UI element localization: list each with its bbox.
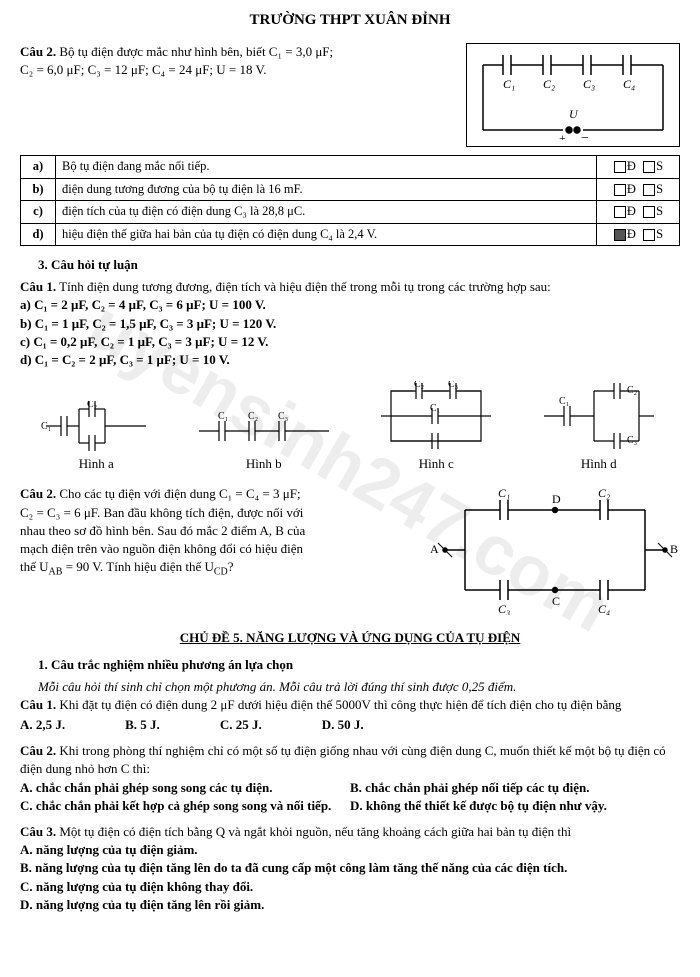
q2-l2: C₂ = 6,0 μF; C₃ = 12 μF; C₄ = 24 μF; U =… — [20, 62, 267, 77]
question-2-top: Câu 2. Bộ tụ điện được mắc như hình bên,… — [20, 43, 680, 147]
svg-text:C₂: C₂ — [248, 411, 258, 422]
series-capacitors-figure: C₁ C₂ C₃ C₄ U + − — [466, 43, 680, 147]
svg-text:C₃: C₃ — [498, 602, 510, 615]
note-text: Mỗi câu hỏi thí sinh chỉ chọn một phương… — [38, 678, 680, 696]
svg-text:−: − — [581, 131, 589, 140]
mc-question-2: Câu 2. Khi trong phòng thí nghiệm chỉ có… — [20, 742, 680, 815]
svg-text:A: A — [430, 542, 439, 556]
svg-text:C₁: C₁ — [41, 421, 51, 432]
fig-d-svg: C₁ C₂ C₃ — [539, 381, 659, 451]
mc-question-1: Câu 1. Khi đặt tụ điện có điện dung 2 μF… — [20, 696, 680, 734]
series-caps-svg: C₁ C₂ C₃ C₄ U + − — [473, 50, 673, 140]
fig-a-svg: C₁ C₂ C₃ — [41, 401, 151, 451]
svg-text:C₃: C₃ — [627, 435, 637, 446]
table-row: b) điện dung tương đương của bộ tụ điện … — [21, 178, 680, 201]
svg-text:C₄: C₄ — [598, 602, 610, 615]
svg-text:C₄: C₄ — [623, 77, 635, 91]
svg-text:C₂: C₂ — [598, 486, 610, 500]
bridge-circuit-figure: A B D C C₁ C₂ C₃ C₄ — [430, 485, 680, 615]
svg-text:C₃: C₃ — [278, 411, 288, 422]
fig-a-label: Hình a — [79, 455, 114, 473]
svg-text:U: U — [569, 107, 579, 121]
svg-text:+: + — [559, 131, 566, 140]
svg-text:C₁: C₁ — [503, 77, 515, 91]
mc-question-3: Câu 3. Một tụ điện có điện tích bằng Q v… — [20, 823, 680, 914]
section-1-heading: 1. Câu trắc nghiệm nhiều phương án lựa c… — [38, 656, 680, 674]
figure-row: C₁ C₂ C₃ Hình a C₁ C₂ C₃ Hình b — [20, 381, 680, 473]
school-header: TRƯỜNG THPT XUÂN ĐỈNH — [20, 10, 680, 31]
svg-text:C₁: C₁ — [430, 403, 440, 414]
svg-text:B: B — [670, 542, 678, 556]
fig-b-label: Hình b — [246, 455, 282, 473]
fig-b-svg: C₁ C₂ C₃ — [194, 411, 334, 451]
svg-text:C₃: C₃ — [583, 77, 595, 91]
svg-text:C₂: C₂ — [87, 401, 97, 410]
table-row: d) hiệu điện thế giữa hai bản của tụ điệ… — [21, 223, 680, 246]
q2-l1: Bộ tụ điện được mắc như hình bên, biết C… — [56, 44, 333, 59]
svg-text:D: D — [552, 492, 561, 506]
svg-text:C₂: C₂ — [543, 77, 555, 91]
bridge-svg: A B D C C₁ C₂ C₃ C₄ — [430, 485, 680, 615]
topic-5-heading: CHỦ ĐỀ 5. NĂNG LƯỢNG VÀ ỨNG DỤNG CỦA TỤ … — [20, 629, 680, 647]
essay-q2: Câu 2. Cho các tụ điện với điện dung C₁ … — [20, 485, 680, 615]
svg-text:C₁: C₁ — [218, 411, 228, 422]
true-false-table: a) Bộ tụ điện đang mắc nối tiếp. Đ S b) … — [20, 155, 680, 246]
svg-text:C₁: C₁ — [559, 396, 569, 407]
svg-text:C₃: C₃ — [448, 381, 458, 390]
fig-c-svg: C₂ C₃ C₁ — [376, 381, 496, 451]
essay-q1: Câu 1. Tính điện dung tương đương, điện … — [20, 278, 680, 369]
fig-c-label: Hình c — [419, 455, 454, 473]
section-3-heading: 3. Câu hỏi tự luận — [38, 256, 680, 274]
svg-text:C₂: C₂ — [627, 385, 637, 396]
table-row: a) Bộ tụ điện đang mắc nối tiếp. Đ S — [21, 156, 680, 179]
svg-text:C₁: C₁ — [498, 486, 510, 500]
svg-text:C₂: C₂ — [414, 381, 424, 390]
table-row: c) điện tích của tụ điện có điện dung C₃… — [21, 201, 680, 224]
svg-text:C: C — [552, 594, 560, 608]
fig-d-label: Hình d — [581, 455, 617, 473]
q2-num: Câu 2. — [20, 44, 56, 59]
